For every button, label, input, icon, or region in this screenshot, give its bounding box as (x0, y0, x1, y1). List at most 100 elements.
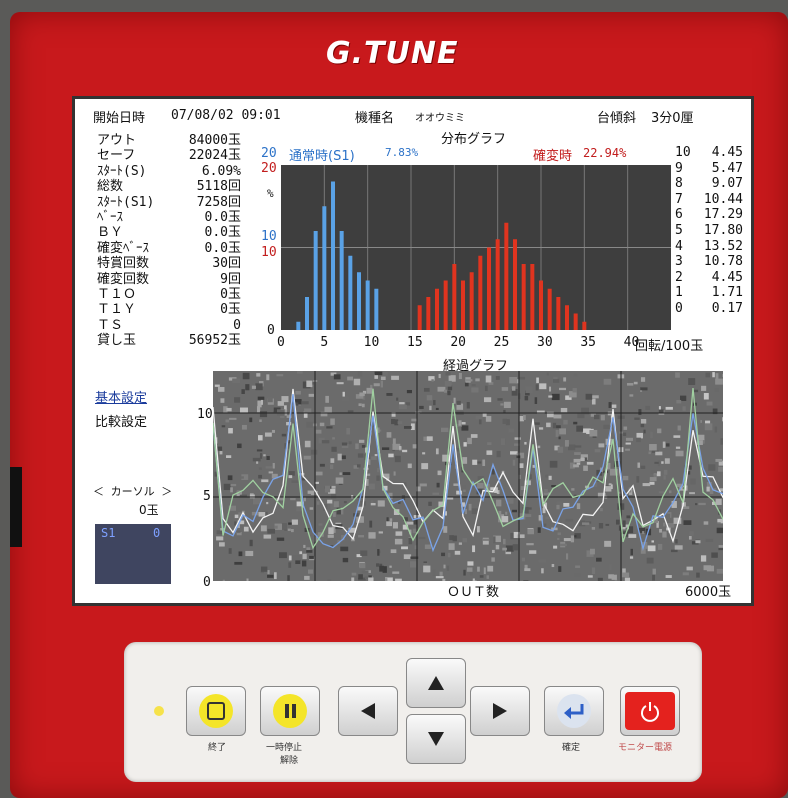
noise-dot (708, 464, 716, 471)
left-arrow-button[interactable] (338, 686, 398, 736)
noise-dot (625, 448, 630, 451)
prog-y-5: 5 (203, 489, 211, 504)
noise-dot (227, 475, 233, 481)
dist-x-unit: 回転/100玉 (635, 339, 704, 354)
noise-dot (411, 418, 417, 422)
noise-dot (298, 472, 305, 476)
noise-dot (546, 372, 549, 376)
noise-dot (638, 409, 642, 416)
noise-dot (267, 528, 276, 534)
stat-value: 6.09% (201, 163, 241, 179)
noise-dot (374, 371, 383, 376)
noise-dot (331, 446, 337, 452)
table-index: 1 (675, 285, 683, 301)
model-label: 機種名 (355, 111, 395, 126)
down-arrow-icon (428, 732, 444, 746)
noise-dot (388, 492, 393, 500)
noise-dot (382, 447, 390, 450)
noise-dot (446, 565, 450, 571)
noise-dot (241, 389, 245, 394)
pause-button[interactable] (260, 686, 320, 736)
noise-dot (532, 464, 536, 468)
noise-dot (722, 417, 723, 422)
noise-dot (356, 554, 362, 558)
noise-dot (422, 452, 426, 455)
table-index: 9 (675, 160, 683, 176)
right-arrow-button[interactable] (470, 686, 530, 736)
noise-dot (402, 482, 407, 487)
noise-dot (594, 449, 601, 453)
noise-dot (223, 483, 231, 491)
dist-bar (504, 222, 509, 330)
monitor-power-button[interactable] (620, 686, 680, 736)
down-arrow-button[interactable] (406, 714, 466, 764)
table-value: 10.44 (703, 191, 743, 207)
noise-dot (361, 403, 365, 408)
noise-dot (591, 526, 596, 530)
noise-dot (592, 514, 598, 518)
noise-dot (519, 376, 526, 380)
noise-dot (711, 552, 718, 558)
noise-dot (676, 399, 682, 404)
noise-dot (440, 427, 449, 433)
noise-dot (573, 373, 578, 377)
start-value: 07/08/02 09:01 (171, 108, 281, 123)
noise-dot (472, 459, 478, 465)
cursor-value: 0玉 (139, 503, 159, 517)
enter-button[interactable] (544, 686, 604, 736)
noise-dot (532, 422, 540, 425)
noise-dot (575, 565, 581, 568)
noise-dot (288, 522, 292, 525)
noise-dot (463, 442, 467, 447)
noise-dot (652, 568, 656, 575)
stat-value: 0玉 (220, 302, 241, 318)
noise-dot (266, 374, 270, 381)
noise-dot (512, 509, 518, 513)
dist-x-tick: 15 (407, 335, 423, 350)
noise-dot (368, 575, 372, 578)
noise-dot (629, 394, 634, 397)
noise-dot (409, 529, 412, 535)
dist-bar (461, 280, 465, 330)
noise-dot (266, 501, 269, 505)
stat-value: 84000玉 (188, 133, 241, 148)
stat-value: 0 (233, 317, 241, 333)
dist-y-mid-red: 10 (261, 245, 277, 260)
noise-dot (294, 399, 302, 405)
noise-dot (252, 457, 261, 462)
noise-dot (666, 522, 675, 528)
noise-dot (252, 497, 261, 505)
basic-settings-link[interactable]: 基本設定 (95, 391, 148, 406)
noise-dot (370, 384, 373, 389)
noise-dot (682, 406, 686, 411)
noise-dot (491, 549, 495, 554)
dist-x-tick: 20 (450, 335, 466, 350)
noise-dot (563, 538, 571, 542)
dist-x-tick: 0 (277, 335, 285, 350)
up-arrow-button[interactable] (406, 658, 466, 708)
noise-dot (358, 439, 365, 443)
noise-dot (433, 400, 436, 406)
noise-dot (320, 411, 328, 417)
noise-dot (523, 415, 526, 421)
noise-dot (706, 401, 713, 406)
noise-dot (625, 526, 634, 534)
noise-dot (628, 534, 637, 538)
noise-dot (465, 379, 473, 382)
noise-dot (317, 532, 324, 537)
noise-dot (327, 499, 333, 504)
noise-dot (500, 403, 504, 406)
dist-bar (556, 297, 561, 330)
end-button[interactable] (186, 686, 246, 736)
compare-settings-link[interactable]: 比較設定 (95, 415, 148, 430)
noise-dot (657, 428, 662, 434)
distribution-chart (281, 165, 671, 330)
noise-dot (393, 509, 400, 515)
noise-dot (399, 402, 405, 405)
noise-dot (712, 501, 716, 505)
noise-dot (228, 428, 233, 434)
noise-dot (382, 485, 388, 491)
noise-dot (291, 519, 298, 525)
noise-dot (273, 410, 278, 414)
noise-dot (653, 515, 658, 523)
